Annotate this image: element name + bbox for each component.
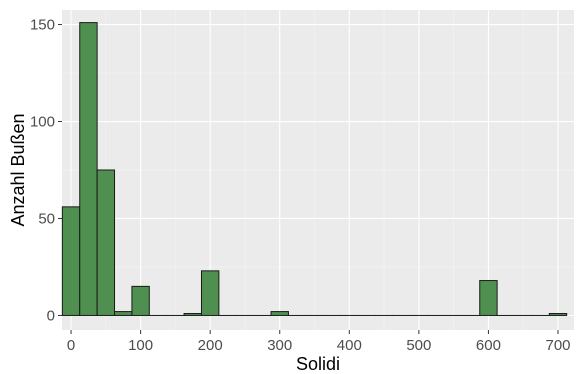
histogram-bar xyxy=(548,313,568,316)
y-tick-label: 50 xyxy=(38,210,55,227)
y-axis-ticks: 0 50 100 150 xyxy=(30,17,62,324)
y-tick-label: 100 xyxy=(30,114,55,131)
histogram-bar xyxy=(270,311,289,316)
histogram-bar xyxy=(61,206,81,316)
x-tick-label: 700 xyxy=(545,337,570,354)
x-tick-label: 100 xyxy=(128,337,153,354)
histogram-bar xyxy=(183,313,202,316)
x-tick-label: 500 xyxy=(406,337,431,354)
x-tick-label: 300 xyxy=(267,337,292,354)
histogram-bar xyxy=(131,285,150,316)
y-tick-label: 0 xyxy=(47,307,55,324)
x-tick-label: 200 xyxy=(198,337,223,354)
y-axis-title: Anzahl Bußen xyxy=(8,113,28,226)
y-tick-label: 150 xyxy=(30,17,55,34)
x-tick-label: 600 xyxy=(476,337,501,354)
histogram-bar xyxy=(96,169,116,316)
x-axis-title: Solidi xyxy=(296,354,340,374)
histogram-bar xyxy=(200,270,220,316)
histogram-bar xyxy=(114,311,133,316)
x-tick-label: 400 xyxy=(337,337,362,354)
x-axis-ticks: 0 100 200 300 400 500 600 700 xyxy=(67,330,571,354)
histogram-bar xyxy=(79,22,98,316)
histogram-bars xyxy=(61,22,568,316)
x-tick-label: 0 xyxy=(67,337,75,354)
histogram-bar xyxy=(479,280,498,316)
